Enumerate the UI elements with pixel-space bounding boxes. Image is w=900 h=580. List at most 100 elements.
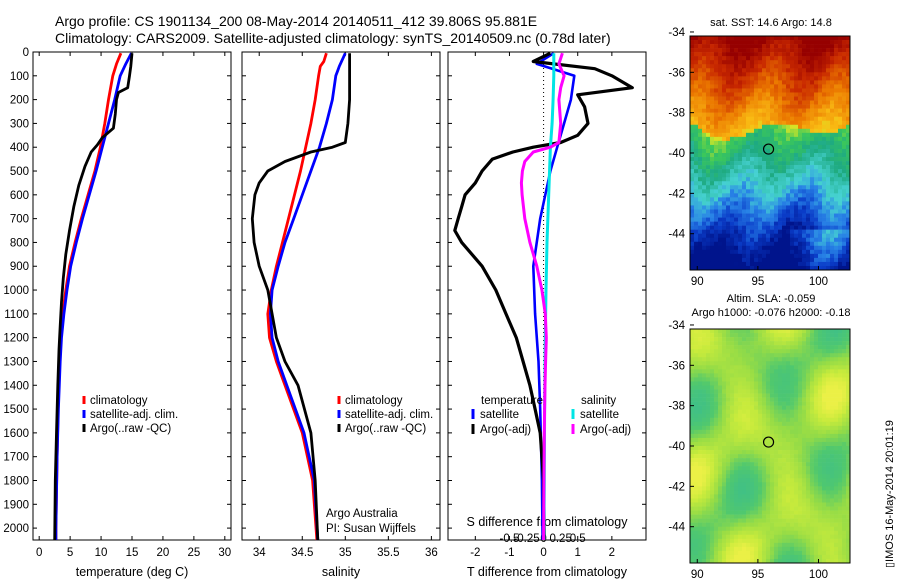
map-cell	[814, 48, 819, 53]
map-cell	[710, 409, 715, 415]
map-cell	[782, 165, 787, 170]
map-cell	[778, 341, 783, 346]
map-cell	[754, 100, 759, 105]
map-cell	[714, 233, 719, 239]
map-cell	[738, 437, 743, 443]
map-cell	[846, 550, 851, 556]
map-cell	[734, 498, 739, 503]
map-cell	[746, 165, 751, 170]
map-cell	[734, 393, 739, 398]
map-cell	[718, 490, 723, 495]
map-cell	[802, 205, 807, 210]
map-cell	[710, 169, 715, 174]
map-cell	[702, 490, 707, 495]
map-cell	[790, 209, 795, 214]
map-cell	[802, 337, 807, 342]
map-cell	[778, 518, 783, 523]
map-cell	[846, 425, 851, 431]
map-cell	[782, 385, 787, 390]
map-cell	[778, 405, 783, 410]
map-cell	[770, 80, 775, 85]
map-cell	[782, 177, 787, 182]
map-cell	[726, 474, 731, 479]
map-cell	[834, 136, 839, 142]
map-cell	[830, 441, 835, 447]
map-cell	[790, 498, 795, 503]
map-cell	[842, 478, 847, 483]
map-cell	[846, 88, 851, 93]
map-cell	[818, 209, 823, 214]
map-cell	[822, 92, 827, 97]
map-cell	[782, 530, 787, 536]
map-cell	[830, 213, 835, 218]
map-cell	[830, 68, 835, 73]
map-cell	[734, 92, 739, 97]
map-cell	[810, 538, 815, 544]
map-cell	[790, 233, 795, 239]
map-cell	[694, 76, 699, 81]
map-cell	[842, 470, 847, 475]
map-cell	[766, 534, 771, 540]
map-cell	[830, 108, 835, 113]
map-cell	[710, 462, 715, 467]
map-cell	[718, 437, 723, 443]
map-cell	[742, 474, 747, 479]
map-cell	[846, 52, 851, 57]
map-cell	[834, 466, 839, 471]
map-cell	[810, 245, 815, 251]
map-cell	[702, 377, 707, 382]
map-cell	[726, 221, 731, 226]
map-cell	[690, 450, 695, 455]
map-cell	[706, 185, 711, 190]
map-cell	[838, 217, 843, 222]
map-cell	[754, 514, 759, 519]
map-cell	[762, 80, 767, 85]
map-cell	[782, 68, 787, 73]
map-cell	[826, 136, 831, 142]
map-cell	[814, 510, 819, 515]
map-cell	[794, 514, 799, 519]
map-cell	[846, 542, 851, 548]
x-tick-label: 1	[575, 547, 581, 559]
map-cell	[738, 417, 743, 423]
map-cell	[774, 510, 779, 515]
map-cell	[826, 64, 831, 69]
map-cell	[786, 40, 791, 45]
map-cell	[758, 409, 763, 415]
map-cell	[770, 546, 775, 552]
map-cell	[786, 144, 791, 150]
map-cell	[698, 518, 703, 523]
map-cell	[782, 498, 787, 503]
map-cell	[830, 397, 835, 402]
map-cell	[802, 157, 807, 162]
map-cell	[694, 341, 699, 346]
map-cell	[830, 48, 835, 53]
map-cell	[702, 96, 707, 101]
map-cell	[794, 429, 799, 435]
map-cell	[794, 437, 799, 443]
map-cell	[814, 385, 819, 390]
map-cell	[714, 132, 719, 138]
map-cell	[802, 265, 807, 271]
map-cell	[694, 526, 699, 532]
map-cell	[754, 245, 759, 251]
map-cell	[806, 381, 811, 386]
map-cell	[782, 329, 787, 334]
map-cell	[714, 104, 719, 109]
map-cell	[730, 229, 735, 234]
map-cell	[762, 225, 767, 230]
map-cell	[690, 377, 695, 382]
map-cell	[766, 518, 771, 523]
map-cell	[762, 506, 767, 511]
map-cell	[774, 450, 779, 455]
map-cell	[746, 554, 751, 560]
map-cell	[826, 341, 831, 346]
map-cell	[838, 225, 843, 230]
map-cell	[754, 185, 759, 190]
map-cell	[770, 478, 775, 483]
map-cell	[718, 225, 723, 230]
map-cell	[730, 349, 735, 354]
map-cell	[822, 221, 827, 226]
map-cell	[818, 510, 823, 515]
map-cell	[790, 478, 795, 483]
